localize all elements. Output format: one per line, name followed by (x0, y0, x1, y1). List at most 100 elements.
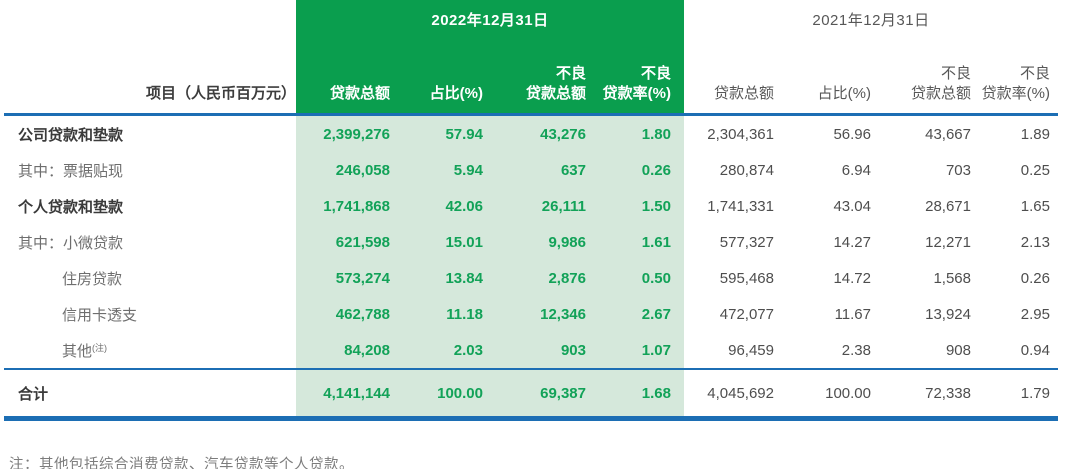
cell-2021-npl-ratio: 1.65 (1020, 197, 1050, 215)
cell-2021-share: 14.27 (833, 233, 871, 251)
col-2021-share: 占比(%) (774, 38, 871, 116)
table-row-corporate-loans: 公司贷款和垫款 2,399,276 57.94 43,276 1.80 2,30… (4, 114, 1058, 152)
table-row-bill-discounting: 其中：票据贴现 246,058 5.94 637 0.26 280,874 6.… (4, 152, 1058, 188)
cell-2021-share: 100.00 (774, 368, 871, 421)
header-line1: 不良 (940, 64, 971, 82)
table-row-total: 合计 4,141,144 100.00 69,387 1.68 4,045,69… (4, 368, 1058, 421)
cell-2022-share: 15.01 (390, 224, 483, 260)
cell-2021-npl-ratio: 0.94 (1020, 341, 1050, 359)
cell-2022-loan-total: 1,741,868 (296, 188, 390, 224)
cell-2021-loan-total: 1,741,331 (707, 197, 774, 215)
row-label: 个人贷款和垫款 (18, 198, 124, 216)
row-label: 其中：小微贷款 (18, 234, 124, 252)
cell-2022-share: 100.00 (390, 368, 483, 421)
cell-2022-npl-ratio: 1.68 (586, 368, 684, 421)
cell-2022-share: 2.03 (390, 332, 483, 369)
table-row-personal-loans: 个人贷款和垫款 1,741,868 42.06 26,111 1.50 1,74… (4, 188, 1058, 224)
cell-2021-loan-total: 96,459 (728, 341, 774, 359)
cell-2021-npl-ratio: 2.95 (1020, 305, 1050, 323)
cell-2022-npl-ratio: 1.80 (586, 114, 684, 152)
period-header-row: 2022年12月31日 2021年12月31日 (4, 0, 1058, 38)
cell-2021-npl-total: 703 (945, 161, 971, 179)
header-line1: 不良 (1019, 64, 1050, 82)
cell-2022-share: 13.84 (390, 260, 483, 296)
cell-2021-loan-total: 577,327 (719, 233, 774, 251)
project-column-header: 项目（人民币百万元） (4, 38, 296, 116)
row-label: 公司贷款和垫款 (18, 126, 124, 144)
col-2021-npl-ratio: 不良贷款率(%) (971, 38, 1058, 116)
cell-2022-share: 5.94 (390, 152, 483, 188)
cell-2021-npl-total: 43,667 (925, 125, 971, 143)
col-2022-npl-ratio: 不良 贷款率(%) (586, 38, 684, 116)
cell-2022-npl-ratio: 1.07 (586, 332, 684, 369)
cell-2021-share: 56.96 (833, 125, 871, 143)
cell-2021-npl-ratio: 2.13 (1020, 233, 1050, 251)
cell-2021-share: 2.38 (841, 341, 871, 359)
header-line2: 贷款总额 (910, 84, 971, 102)
row-label: 住房贷款 (62, 270, 123, 288)
col-2021-npl-total: 不良贷款总额 (871, 38, 971, 116)
header-line1: 不良 (555, 64, 586, 82)
cell-2021-npl-ratio: 0.26 (1020, 269, 1050, 287)
cell-2022-loan-total: 621,598 (296, 224, 390, 260)
cell-2022-npl-total: 2,876 (483, 260, 586, 296)
cell-2021-npl-ratio: 0.25 (1020, 161, 1050, 179)
header-line2: 占比(%) (429, 84, 483, 102)
period-title-2021: 2021年12月31日 (812, 11, 930, 29)
row-label-text: 其他 (62, 342, 93, 360)
loan-quality-table: 2022年12月31日 2021年12月31日 项目（人民币百万元） 贷款总额 … (4, 0, 1058, 421)
header-line2: 贷款率(%) (981, 84, 1050, 102)
cell-2022-npl-ratio: 0.50 (586, 260, 684, 296)
cell-2022-npl-total: 637 (483, 152, 586, 188)
cell-2021-loan-total: 4,045,692 (684, 368, 774, 421)
cell-2022-share: 57.94 (390, 114, 483, 152)
row-label: 合计 (4, 368, 296, 421)
row-label: 其他(注) (4, 332, 296, 369)
col-2021-loan-total: 贷款总额 (684, 38, 774, 116)
cell-2022-loan-total: 4,141,144 (296, 368, 390, 421)
table-row-other-loans: 其他(注) 84,208 2.03 903 1.07 96,459 2.38 9… (4, 332, 1058, 369)
cell-2022-loan-total: 2,399,276 (296, 114, 390, 152)
cell-2021-npl-total: 72,338 (871, 368, 971, 421)
cell-2022-loan-total: 462,788 (296, 296, 390, 332)
col-2022-npl-total: 不良贷款总额 (483, 38, 586, 116)
cell-2022-npl-total: 26,111 (483, 188, 586, 224)
header-line2: 贷款总额 (525, 84, 586, 102)
cell-2021-share: 6.94 (841, 161, 871, 179)
header-line1: 不良 (640, 64, 671, 82)
header-line2: 贷款总额 (713, 84, 774, 102)
cell-2022-npl-total: 43,276 (483, 114, 586, 152)
header-line2: 占比(%) (817, 84, 871, 102)
cell-2021-share: 11.67 (834, 305, 871, 323)
footnote-marker: (注) (92, 342, 108, 353)
cell-2022-share: 42.06 (390, 188, 483, 224)
cell-2022-npl-ratio: 2.67 (586, 296, 684, 332)
cell-2021-share: 14.72 (833, 269, 871, 287)
cell-2021-loan-total: 472,077 (719, 305, 774, 323)
cell-2022-share: 11.18 (390, 296, 483, 332)
cell-2021-npl-ratio: 1.89 (1020, 125, 1050, 143)
row-label: 其中：票据贴现 (18, 162, 124, 180)
table-row-credit-card: 信用卡透支 462,788 11.18 12,346 2.67 472,077 … (4, 296, 1058, 332)
row-label: 信用卡透支 (62, 306, 138, 324)
cell-2021-share: 43.04 (833, 197, 871, 215)
cell-2021-npl-ratio: 1.79 (971, 368, 1058, 421)
table-row-micro-loans: 其中：小微贷款 621,598 15.01 9,986 1.61 577,327… (4, 224, 1058, 260)
cell-2022-npl-total: 903 (483, 332, 586, 369)
table-row-housing-loans: 住房贷款 573,274 13.84 2,876 0.50 595,468 14… (4, 260, 1058, 296)
cell-2022-npl-total: 12,346 (483, 296, 586, 332)
cell-2021-npl-total: 13,924 (925, 305, 971, 323)
cell-2022-loan-total: 84,208 (296, 332, 390, 369)
cell-2021-npl-total: 1,568 (933, 269, 971, 287)
cell-2022-npl-total: 9,986 (483, 224, 586, 260)
cell-2021-npl-total: 28,671 (925, 197, 971, 215)
cell-2021-loan-total: 280,874 (719, 161, 774, 179)
header-line2: 贷款总额 (329, 84, 390, 102)
period-title-2022: 2022年12月31日 (296, 0, 684, 38)
empty-corner-cell (4, 0, 296, 38)
cell-2021-npl-total: 12,271 (925, 233, 971, 251)
cell-2021-loan-total: 595,468 (719, 269, 774, 287)
cell-2022-loan-total: 246,058 (296, 152, 390, 188)
col-2022-share: 占比(%) (390, 38, 483, 116)
